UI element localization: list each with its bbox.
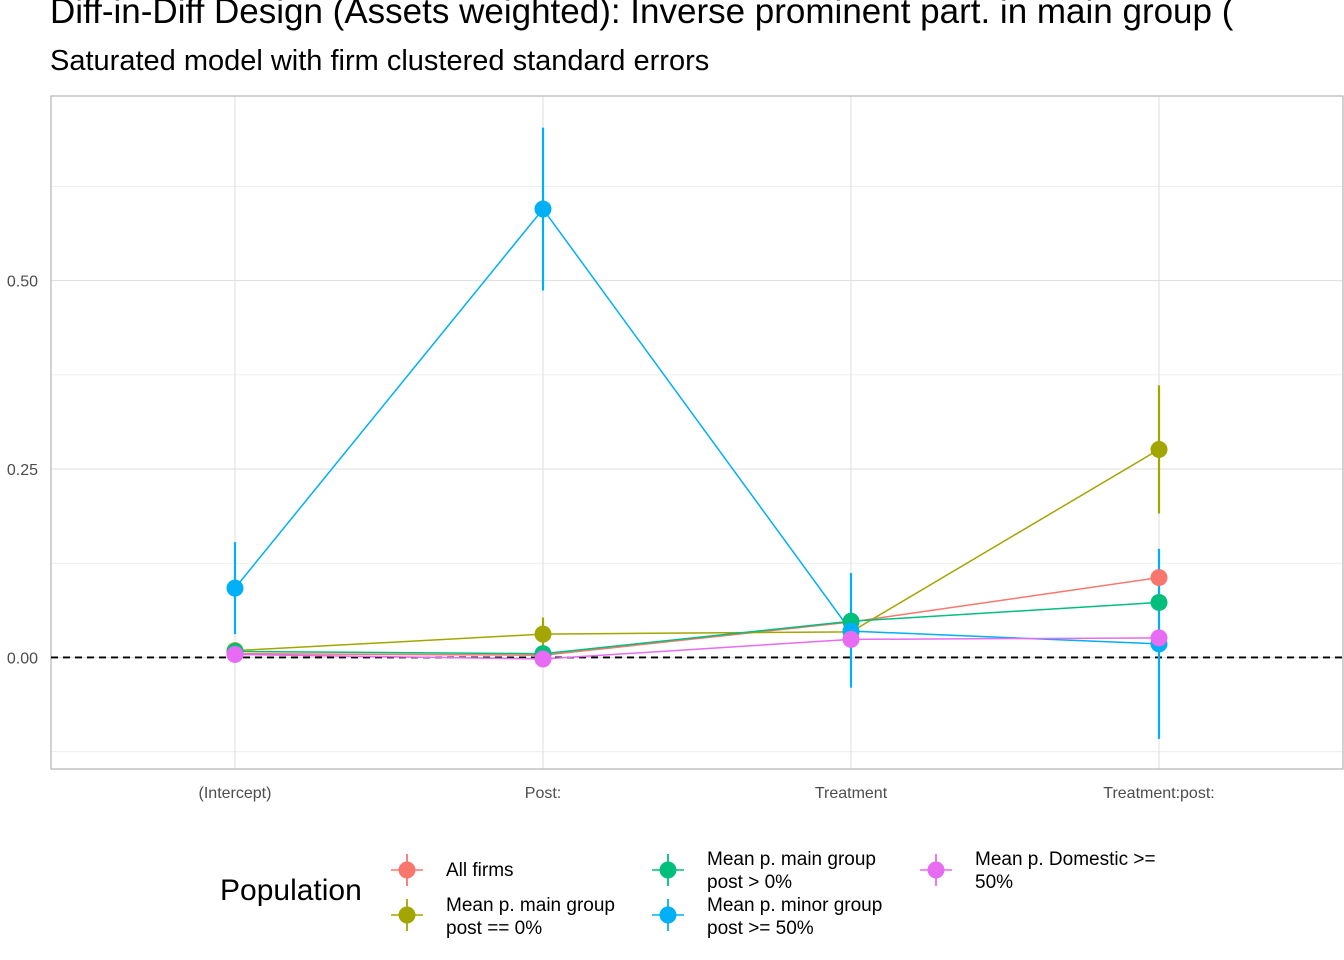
legend-label-domestic: Mean p. Domestic >= 50% [975, 849, 1156, 893]
data-point [1150, 629, 1168, 647]
data-point [842, 630, 860, 648]
x-tick-label: Treatment [815, 785, 888, 802]
legend-label-main-group-zero: Mean p. main group post == 0% [446, 895, 615, 939]
y-tick-label: 0.25 [7, 462, 38, 479]
data-point [534, 650, 552, 668]
legend-key-point [659, 906, 677, 924]
data-point [226, 579, 244, 597]
panel-background [51, 96, 1343, 769]
x-tick-label: Treatment:post: [1103, 785, 1214, 802]
legend-label-all-firms: All firms [446, 860, 514, 881]
series-line [234, 576, 1160, 656]
data-point [534, 200, 552, 218]
data-point [1150, 593, 1168, 611]
legend-key-point [927, 861, 945, 879]
data-point [1150, 569, 1168, 587]
data-point [226, 645, 244, 663]
series-line [234, 637, 1160, 660]
legend-key-point [398, 861, 416, 879]
data-point [1150, 440, 1168, 458]
series-line [234, 601, 1160, 655]
legend-label-main-group-positive: Mean p. main group post > 0% [707, 849, 876, 893]
legend-title: Population [220, 874, 362, 907]
legend-key-point [659, 861, 677, 879]
panel-border [50, 95, 1344, 770]
legend-label-minor-group: Mean p. minor group post >= 50% [707, 895, 883, 939]
chart-title: Diff-in-Diff Design (Assets weighted): I… [50, 0, 1234, 31]
legend-key-point [398, 906, 416, 924]
series-line [234, 207, 1160, 645]
y-tick-label: 0.50 [7, 274, 38, 291]
y-tick-label: 0.00 [7, 650, 38, 667]
chart-subtitle: Saturated model with firm clustered stan… [50, 45, 710, 77]
x-tick-label: Post: [525, 785, 561, 802]
x-tick-label: (Intercept) [199, 785, 272, 802]
series-line [234, 448, 1160, 652]
data-point [534, 625, 552, 643]
